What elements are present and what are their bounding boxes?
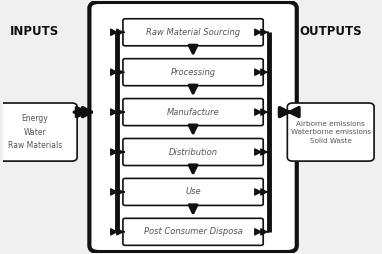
FancyBboxPatch shape (287, 103, 374, 161)
FancyBboxPatch shape (123, 59, 263, 86)
Text: Manufacture: Manufacture (167, 108, 219, 117)
Text: Distribution: Distribution (168, 148, 218, 156)
Text: OUTPUTS: OUTPUTS (299, 24, 362, 38)
Text: Energy
Water
Raw Materials: Energy Water Raw Materials (8, 114, 62, 150)
FancyBboxPatch shape (123, 178, 263, 205)
Text: INPUTS: INPUTS (10, 24, 59, 38)
FancyBboxPatch shape (0, 103, 77, 161)
FancyBboxPatch shape (123, 99, 263, 126)
Text: Processing: Processing (170, 68, 216, 77)
Text: Post Consumer Disposa: Post Consumer Disposa (144, 227, 243, 236)
FancyBboxPatch shape (123, 138, 263, 166)
Text: Raw Material Sourcing: Raw Material Sourcing (146, 28, 240, 37)
FancyBboxPatch shape (123, 19, 263, 46)
Text: Airborne emissions
Waterborne emissions
Solid Waste: Airborne emissions Waterborne emissions … (291, 121, 371, 144)
FancyBboxPatch shape (89, 2, 297, 252)
FancyBboxPatch shape (123, 218, 263, 245)
Text: Use: Use (185, 187, 201, 196)
